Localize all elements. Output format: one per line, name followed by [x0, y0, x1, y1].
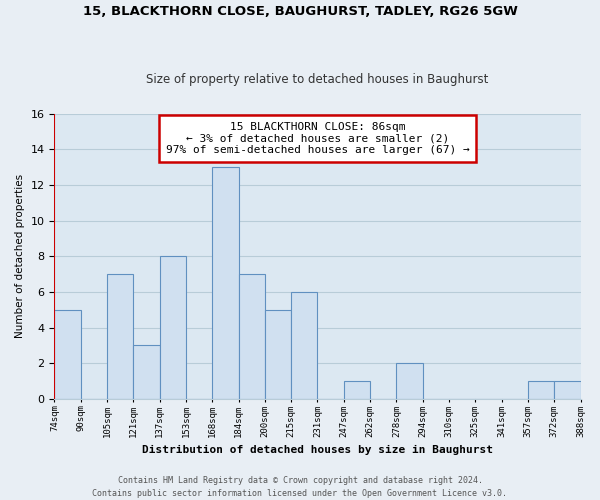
Text: 15, BLACKTHORN CLOSE, BAUGHURST, TADLEY, RG26 5GW: 15, BLACKTHORN CLOSE, BAUGHURST, TADLEY,…	[83, 5, 517, 18]
Bar	[528, 381, 554, 399]
Y-axis label: Number of detached properties: Number of detached properties	[15, 174, 25, 338]
Bar	[133, 346, 160, 399]
Bar	[212, 167, 239, 399]
Title: Size of property relative to detached houses in Baughurst: Size of property relative to detached ho…	[146, 73, 488, 86]
Bar	[344, 381, 370, 399]
Text: Contains HM Land Registry data © Crown copyright and database right 2024.
Contai: Contains HM Land Registry data © Crown c…	[92, 476, 508, 498]
Bar	[265, 310, 291, 399]
Bar	[397, 363, 422, 399]
Bar	[554, 381, 581, 399]
X-axis label: Distribution of detached houses by size in Baughurst: Distribution of detached houses by size …	[142, 445, 493, 455]
Bar	[291, 292, 317, 399]
Bar	[239, 274, 265, 399]
Bar	[107, 274, 133, 399]
Bar	[55, 310, 81, 399]
Text: 15 BLACKTHORN CLOSE: 86sqm
← 3% of detached houses are smaller (2)
97% of semi-d: 15 BLACKTHORN CLOSE: 86sqm ← 3% of detac…	[166, 122, 469, 156]
Bar	[160, 256, 186, 399]
